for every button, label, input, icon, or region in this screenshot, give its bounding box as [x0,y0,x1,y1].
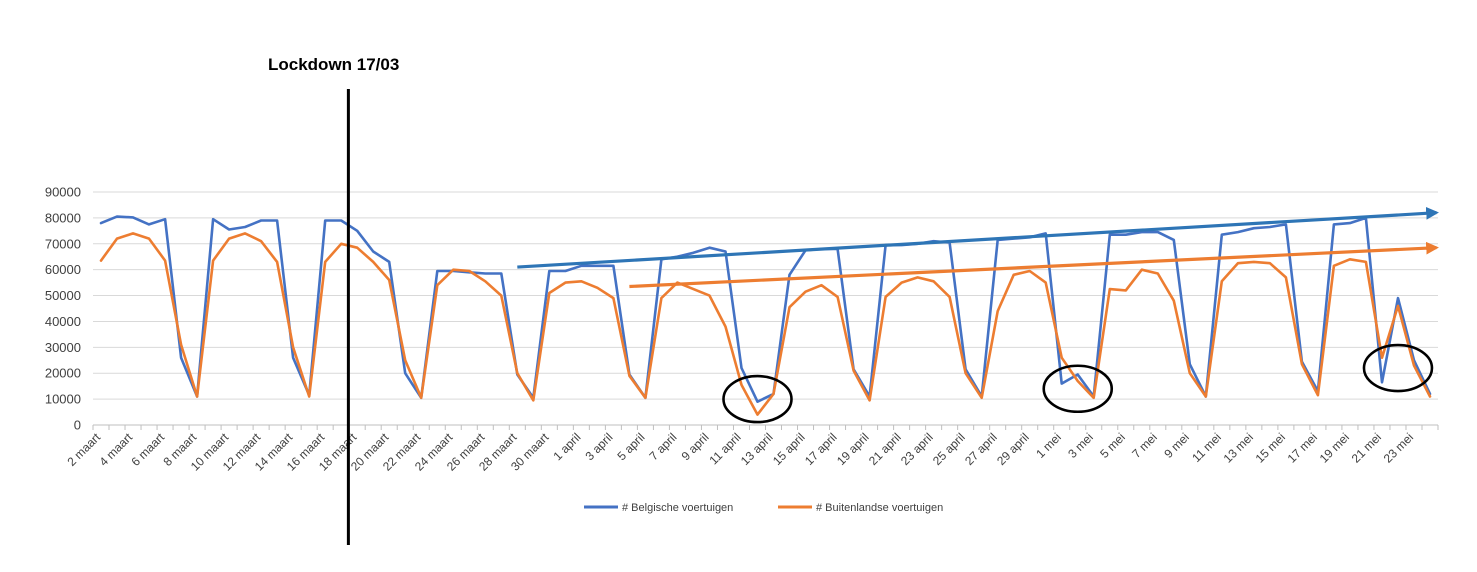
x-tick-label: 15 mei [1253,430,1288,465]
x-tick-label: 4 maart [96,430,135,469]
x-tick-label: 9 mei [1161,430,1192,461]
x-tick-label: 17 april [802,430,840,468]
legend: # Belgische voertuigen # Buitenlandse voe… [584,502,943,514]
trend-arrow-blue [517,206,1439,269]
lockdown-label: Lockdown 17/03 [268,55,399,74]
highlight-circle [722,374,793,424]
x-tick-label: 13 april [738,430,776,468]
x-tick-label: 19 april [834,430,872,468]
highlight-circles [722,343,1434,424]
x-tick-label: 1 april [550,430,583,463]
y-tick-label: 40000 [45,314,81,329]
x-tick-label: 1 mei [1033,430,1064,461]
series-lines [99,215,1432,416]
gridlines [93,191,1438,426]
y-tick-label: 20000 [45,366,81,381]
y-axis: 0 10000 20000 30000 40000 50000 60000 70000 8000… [45,185,81,433]
y-tick-label: 50000 [45,288,81,303]
y-tick-label: 80000 [45,210,81,225]
y-tick-label: 60000 [45,262,81,277]
x-tick-label: 11 mei [1189,430,1224,465]
legend-label-2: # Buitenlandse voertuigen [816,502,943,514]
trend-arrow-orange [629,241,1439,289]
highlight-circle [1042,364,1114,414]
x-tick-label: 3 mei [1065,430,1096,461]
highlight-circle [1362,343,1434,393]
x-tick-label: 11 april [707,430,744,467]
x-tick-label: 13 mei [1221,430,1256,465]
x-tick-label: 7 april [647,430,680,463]
legend-label-1: # Belgische voertuigen [622,502,733,514]
y-tick-label: 90000 [45,185,81,200]
series-line-2 [99,232,1432,416]
y-tick-label: 70000 [45,236,81,251]
x-tick-label: 29 april [994,430,1032,468]
x-tick-label: 19 mei [1317,430,1352,465]
x-tick-label: 15 april [770,430,808,468]
x-tick-label: 23 april [898,430,936,468]
x-tick-label: 5 mei [1097,430,1128,461]
x-tick-label: 23 mei [1381,430,1416,465]
x-tick-label: 25 april [930,430,968,468]
x-tick-label: 21 april [866,430,904,468]
x-tick-label: 5 april [615,430,648,463]
series-line-1 [99,215,1432,404]
x-tick-label: 3 april [582,430,615,463]
x-tick-label: 6 maart [129,430,168,469]
x-tick-label: 2 maart [64,430,103,469]
x-tick-label: 17 mei [1285,430,1320,465]
trend-arrows [517,206,1439,289]
x-tick-label: 27 april [962,430,1000,468]
x-tick-label: 21 mei [1349,430,1384,465]
y-tick-label: 30000 [45,340,81,355]
y-tick-label: 10000 [45,392,81,407]
lockdown-marker: Lockdown 17/03 [268,55,399,545]
x-tick-label: 7 mei [1129,430,1160,461]
y-tick-label: 0 [74,418,81,433]
